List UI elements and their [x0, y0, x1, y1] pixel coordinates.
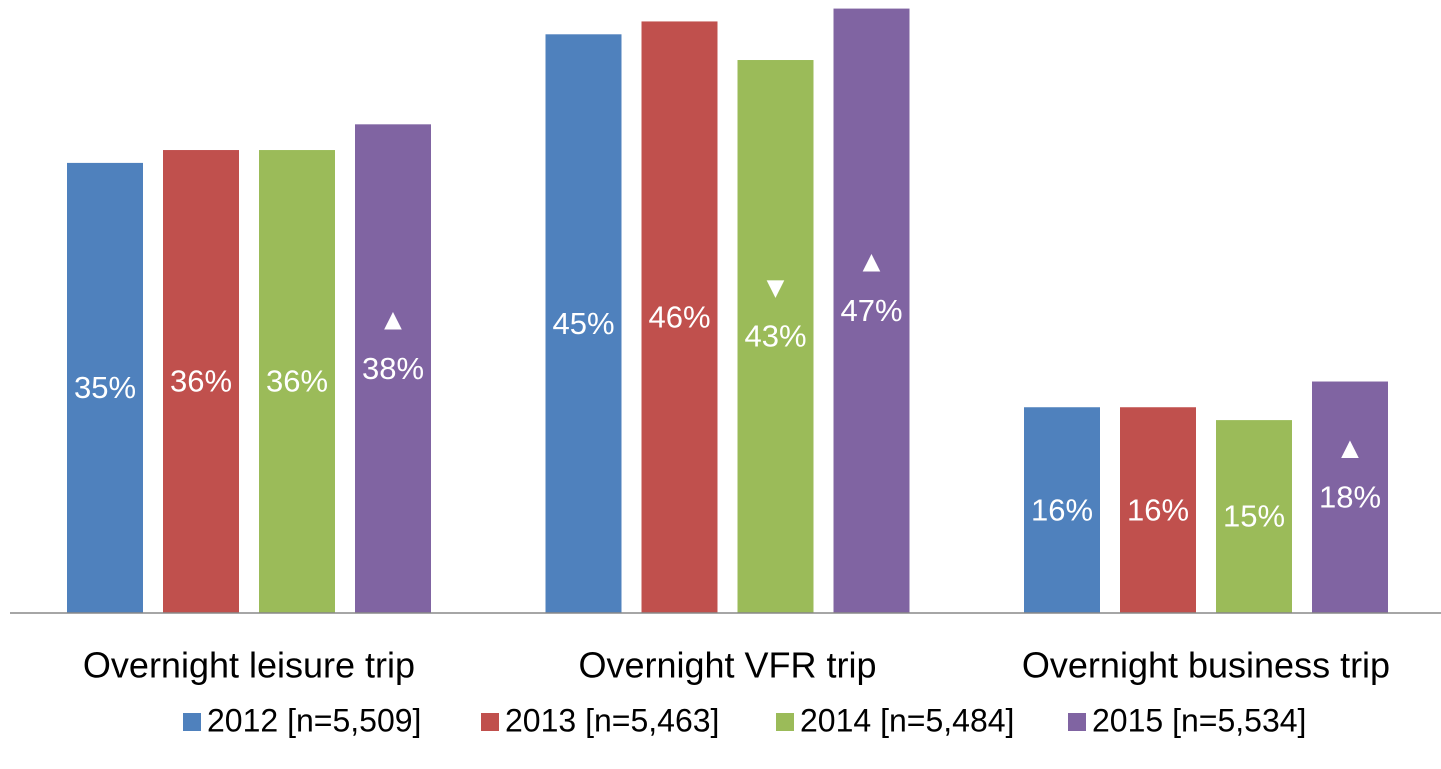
legend-label: 2015 [n=5,534] — [1092, 702, 1306, 738]
legend-swatch — [1068, 713, 1086, 731]
bar — [163, 150, 239, 614]
bar — [259, 150, 335, 614]
significance-marker: ▲ — [1335, 432, 1365, 465]
data-label: 36% — [170, 364, 232, 399]
data-label: 16% — [1031, 492, 1093, 527]
bar — [737, 60, 814, 613]
legend-label: 2012 [n=5,509] — [207, 702, 421, 738]
data-label: 35% — [74, 370, 136, 405]
legend-label: 2014 [n=5,484] — [800, 702, 1014, 738]
significance-marker: ▲ — [378, 304, 408, 337]
legend-label: 2013 [n=5,463] — [505, 702, 719, 738]
bar — [355, 124, 431, 613]
bar — [641, 21, 718, 613]
x-tick-label: Overnight leisure trip — [83, 645, 415, 686]
data-label: 45% — [552, 306, 614, 341]
x-tick-label: Overnight VFR trip — [578, 645, 876, 686]
data-label: 15% — [1223, 499, 1285, 534]
data-label: 36% — [266, 364, 328, 399]
legend-swatch — [776, 713, 794, 731]
significance-marker: ▲ — [857, 246, 887, 279]
bar — [1120, 407, 1196, 613]
bar — [1216, 420, 1292, 613]
data-label: 47% — [840, 293, 902, 328]
data-label: 43% — [744, 319, 806, 354]
bar — [67, 162, 143, 613]
significance-marker: ▼ — [761, 271, 791, 304]
bar — [545, 34, 622, 614]
bar — [833, 8, 910, 613]
bar — [1024, 407, 1100, 613]
data-label: 18% — [1319, 479, 1381, 514]
data-label: 46% — [648, 299, 710, 334]
legend-swatch — [183, 713, 201, 731]
data-label: 38% — [362, 351, 424, 386]
data-label: 16% — [1127, 492, 1189, 527]
legend-swatch — [481, 713, 499, 731]
bar — [1312, 381, 1388, 613]
x-tick-label: Overnight business trip — [1022, 645, 1390, 686]
